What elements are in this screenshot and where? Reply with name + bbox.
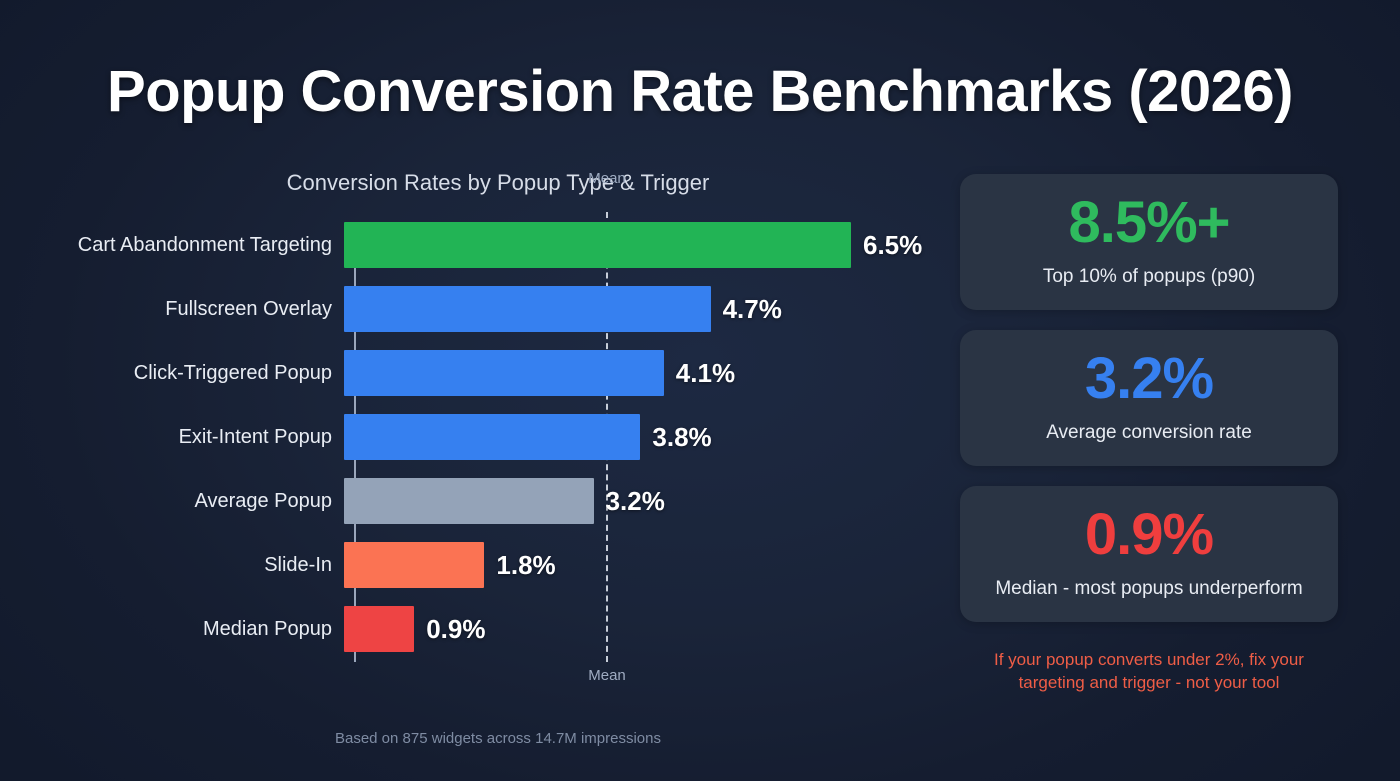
bar-track: 4.1% — [344, 350, 940, 396]
bar — [344, 222, 851, 268]
bar-value-label: 1.8% — [496, 549, 556, 580]
bar-category-label: Fullscreen Overlay — [165, 297, 332, 320]
chart-footnote: Based on 875 widgets across 14.7M impres… — [334, 730, 661, 747]
bar — [344, 542, 485, 588]
bar — [344, 606, 415, 652]
bar — [344, 286, 711, 332]
bar — [344, 414, 641, 460]
bar-row: Exit-Intent Popup 3.8% — [40, 414, 940, 460]
bar-value-label: 3.8% — [652, 421, 712, 452]
stat-card-caption: Top 10% of popups (p90) — [1042, 266, 1256, 287]
stat-card: 8.5%+ Top 10% of popups (p90) — [960, 174, 1338, 310]
bar-value-label: 6.5% — [863, 229, 923, 260]
stat-card-value: 3.2% — [1084, 346, 1214, 411]
bar-category-label: Slide-In — [264, 553, 332, 576]
bar-category-label: Cart Abandonment Targeting — [77, 233, 332, 256]
mean-label-bottom: Mean — [588, 667, 626, 684]
bar-row: Cart Abandonment Targeting 6.5% — [40, 222, 940, 268]
bar-value-label: 4.1% — [675, 357, 736, 388]
bar-value-label: 4.7% — [722, 293, 782, 324]
bar — [344, 350, 664, 396]
bar-track: 0.9% — [344, 606, 940, 652]
chart-subtitle: Conversion Rates by Popup Type & Trigger — [286, 170, 710, 195]
stat-cards-container: 8.5%+ Top 10% of popups (p90) 3.2% Average … — [960, 174, 1338, 642]
bar-row: Average Popup 3.2% — [40, 478, 940, 524]
bar-track: 3.8% — [344, 414, 940, 460]
stat-card: 0.9% Median - most popups underperform — [960, 486, 1338, 622]
bar-track: 6.5% — [344, 222, 940, 268]
bar-category-label: Average Popup — [194, 489, 332, 512]
bar-chart-plot: Mean Mean Cart Abandonment Targeting 6.5%… — [40, 170, 940, 684]
bar-category-label: Exit-Intent Popup — [178, 425, 332, 448]
bar-value-label: 0.9% — [426, 613, 486, 644]
bar-value-label: 3.2% — [605, 485, 665, 516]
bar-track: 3.2% — [344, 478, 940, 524]
mean-label-top: Mean — [588, 170, 626, 187]
bar-track: 4.7% — [344, 286, 940, 332]
bar-row: Fullscreen Overlay 4.7% — [40, 286, 940, 332]
stat-card-value: 0.9% — [1084, 502, 1214, 567]
chart-panel: Conversion Rates by Popup Type & Trigger… — [40, 160, 940, 747]
bar-track: 1.8% — [344, 542, 940, 588]
bar — [344, 478, 594, 524]
bar-row: Slide-In 1.8% — [40, 542, 940, 588]
stat-card: 3.2% Average conversion rate — [960, 330, 1338, 466]
stat-card-value: 8.5%+ — [1068, 190, 1230, 255]
stat-card-caption: Median - most popups underperform — [995, 578, 1303, 599]
callout-text: If your popup converts under 2%, fix you… — [994, 650, 1304, 693]
page-title: Popup Conversion Rate Benchmarks (2026) — [107, 59, 1293, 124]
stat-card-caption: Average conversion rate — [1046, 422, 1252, 443]
bar-category-label: Click-Triggered Popup — [133, 361, 332, 384]
bar-category-label: Median Popup — [203, 617, 332, 640]
bar-row: Median Popup 0.9% — [40, 606, 940, 652]
bar-row: Click-Triggered Popup 4.1% — [40, 350, 940, 396]
